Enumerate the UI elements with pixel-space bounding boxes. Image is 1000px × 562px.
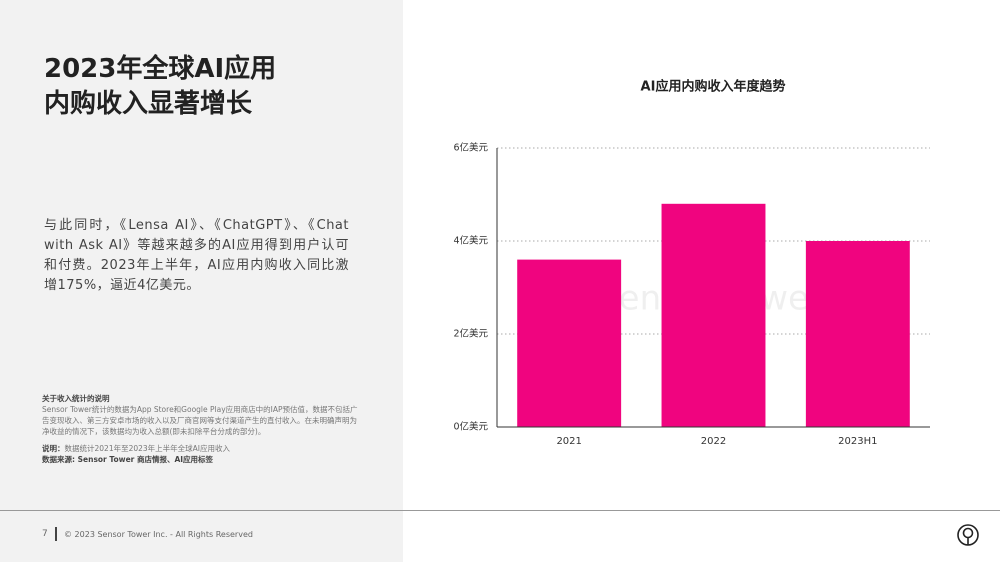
notes-text: Sensor Tower统计的数据为App Store和Google Play应… [42,405,358,436]
copyright: © 2023 Sensor Tower Inc. - All Rights Re… [64,530,253,539]
page-number: 7 [42,529,48,539]
notes-heading: 关于收入统计的说明 [42,394,110,403]
separator [55,527,57,541]
title-line: 内购收入显著增长 [44,89,253,119]
left-panel [0,0,403,562]
bar [805,241,910,427]
explain-label: 说明： [42,444,65,453]
y-tick-label: 0亿美元 [453,421,488,433]
title-line: 2023年全球AI应用 [44,54,277,84]
x-tick-label: 2021 [556,436,581,447]
y-tick-label: 2亿美元 [453,328,488,340]
x-tick-label: 2022 [701,436,726,447]
logo [957,524,979,546]
notes: 关于收入统计的说明 Sensor Tower统计的数据为App Store和Go… [42,393,362,465]
y-tick-label: 4亿美元 [453,235,488,247]
x-tick-label: 2023H1 [838,436,877,447]
bar [517,259,622,427]
bar [661,203,766,427]
explain-text: 数据统计2021年至2023年上半年全球AI应用收入 [64,444,231,453]
body-text: 与此同时，《Lensa AI》、《ChatGPT》、《Chat with Ask… [44,218,349,293]
slide-title: 2023年全球AI应用 内购收入显著增长 [44,52,276,122]
source: 数据来源: Sensor Tower 商店情报、AI应用标签 [42,455,214,464]
y-tick-label: 6亿美元 [453,142,488,154]
chart-title: AI应用内购收入年度趋势 [641,79,786,95]
footer-line [0,510,1000,511]
